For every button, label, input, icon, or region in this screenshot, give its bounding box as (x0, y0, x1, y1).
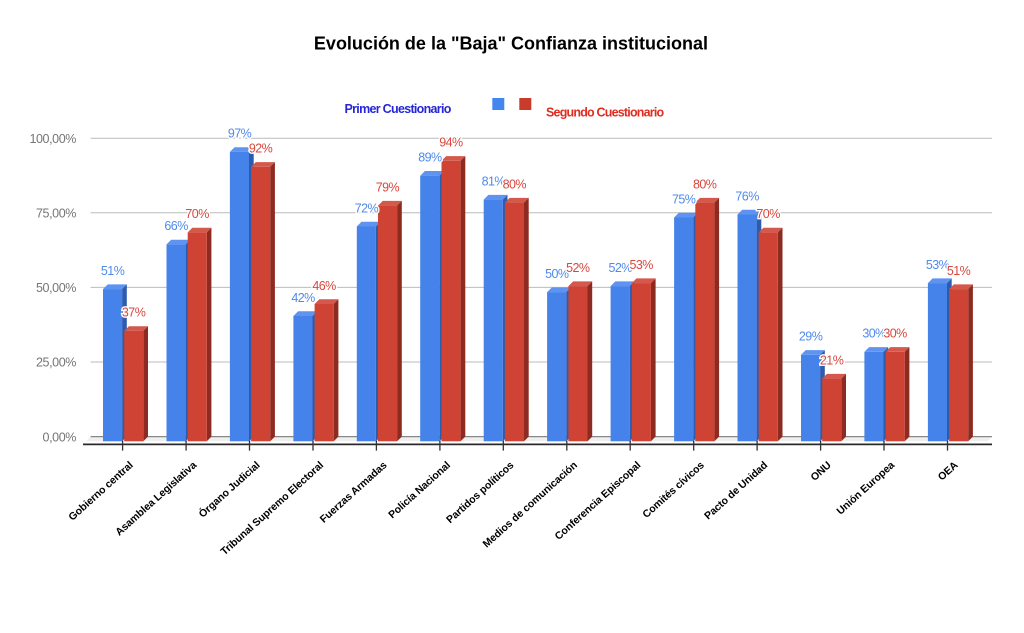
svg-text:37%: 37% (122, 306, 146, 320)
svg-text:100,00%: 100,00% (29, 132, 76, 146)
svg-text:75%: 75% (672, 192, 696, 206)
svg-text:94%: 94% (439, 136, 463, 150)
svg-text:89%: 89% (418, 151, 442, 165)
svg-text:30%: 30% (862, 327, 886, 341)
svg-text:70%: 70% (756, 207, 780, 221)
svg-text:29%: 29% (799, 330, 823, 344)
svg-text:30%: 30% (883, 327, 907, 341)
svg-text:52%: 52% (566, 261, 590, 275)
svg-text:75,00%: 75,00% (36, 207, 76, 221)
svg-text:80%: 80% (503, 177, 527, 191)
svg-text:97%: 97% (228, 127, 252, 141)
svg-text:80%: 80% (693, 177, 717, 191)
svg-text:81%: 81% (482, 174, 506, 188)
svg-text:50,00%: 50,00% (36, 281, 76, 295)
svg-text:52%: 52% (609, 261, 633, 275)
svg-text:92%: 92% (249, 142, 273, 156)
svg-text:46%: 46% (312, 279, 336, 293)
svg-text:76%: 76% (735, 189, 759, 203)
svg-text:50%: 50% (545, 267, 569, 281)
svg-text:25,00%: 25,00% (36, 356, 76, 370)
svg-text:53%: 53% (630, 258, 654, 272)
svg-text:0,00%: 0,00% (43, 430, 77, 444)
svg-text:51%: 51% (101, 264, 125, 278)
svg-text:79%: 79% (376, 180, 400, 194)
svg-text:Primer Cuestionario: Primer Cuestionario (345, 102, 452, 116)
svg-text:66%: 66% (164, 219, 188, 233)
svg-text:70%: 70% (185, 207, 209, 221)
svg-text:21%: 21% (820, 353, 844, 367)
svg-text:72%: 72% (355, 201, 379, 215)
svg-text:53%: 53% (926, 258, 950, 272)
svg-text:Evolución de la "Baja" Confian: Evolución de la "Baja" Confianza institu… (314, 34, 708, 54)
svg-text:Segundo Cuestionario: Segundo Cuestionario (546, 106, 665, 120)
svg-text:51%: 51% (947, 264, 971, 278)
svg-text:42%: 42% (291, 291, 315, 305)
